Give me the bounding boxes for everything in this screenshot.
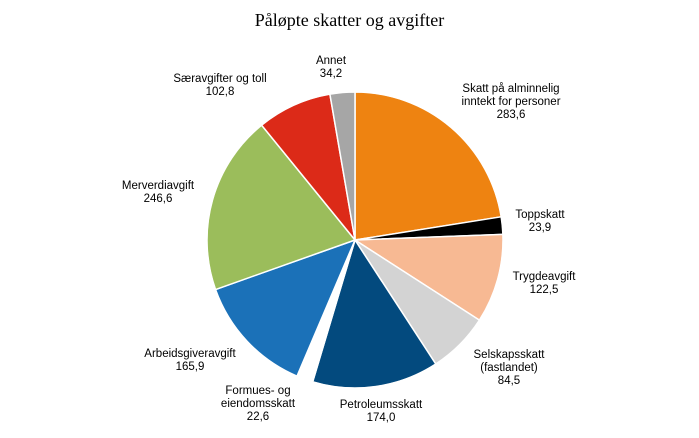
slice-name-label: (fastlandet) [480,362,538,374]
slice-name-label: Formues- og [225,385,290,397]
slice-value-label: 122,5 [530,284,559,296]
slice-name-label: Selskapsskatt [474,349,546,361]
pie-outline [206,91,504,389]
slice-value-label: 84,5 [498,375,520,387]
slice-name-label: Skatt på alminnelig [462,83,559,95]
slice-value-label: 22,6 [247,411,269,423]
slice-name-label: Trygdeavgift [513,271,577,283]
slice-value-label: 102,8 [206,86,235,98]
slice-value-label: 165,9 [176,361,205,373]
slice-name-label: Annet [316,55,347,67]
slice-value-label: 34,2 [320,68,342,80]
slice-value-label: 283,6 [497,109,526,121]
slice-name-label: eiendomsskatt [221,398,296,410]
slice-name-label: Merverdiavgift [122,180,195,192]
slice-value-label: 23,9 [529,222,551,234]
slice-name-label: Petroleumsskatt [340,399,423,411]
slice-value-label: 174,0 [367,412,396,424]
slice-name-label: inntekt for personer [461,96,560,108]
slice-name-label: Toppskatt [515,209,565,221]
pie-slices [206,91,504,389]
pie-slice [354,91,503,241]
slice-value-label: 246,6 [144,193,173,205]
slice-name-label: Arbeidsgiveravgift [144,348,236,360]
chart-title: Påløpte skatter og avgifter [255,10,444,30]
slice-name-label: Særavgifter og toll [173,73,266,85]
